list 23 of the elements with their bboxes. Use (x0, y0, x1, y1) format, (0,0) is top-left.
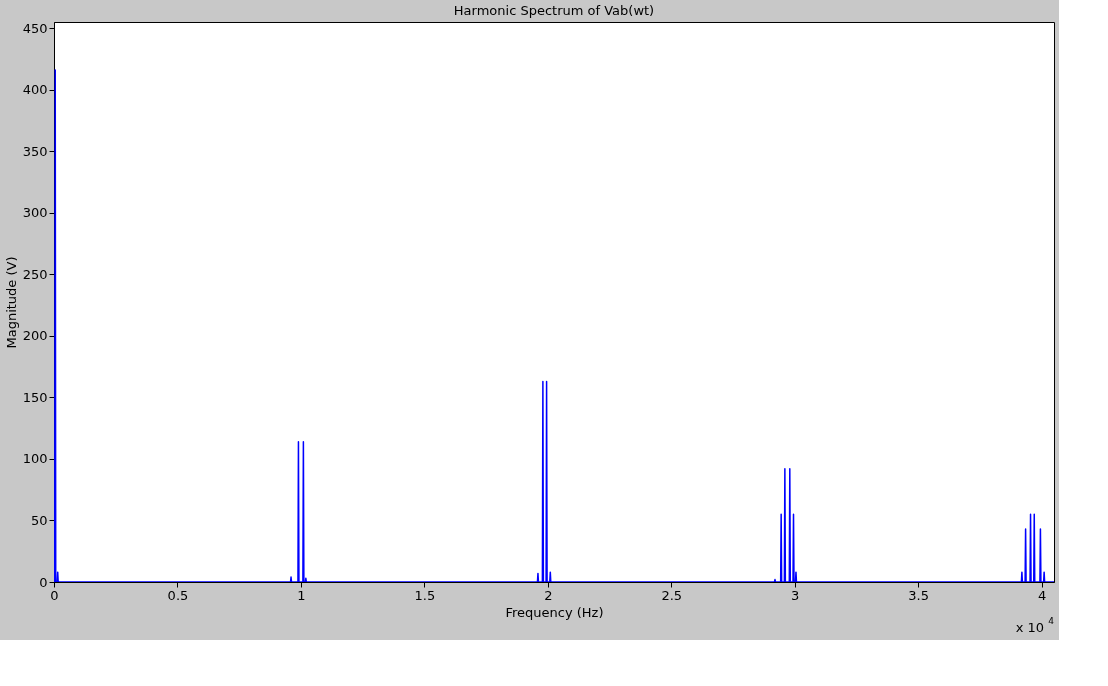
y-tick-label: 100 (22, 451, 48, 467)
x-tick-label: 3.5 (908, 587, 930, 603)
x-tick-label: 2.5 (661, 587, 683, 603)
y-tick-label: 150 (22, 389, 48, 405)
y-tick-label: 0 (39, 574, 48, 590)
y-tick-label: 450 (22, 20, 48, 36)
y-tick-label: 350 (22, 143, 48, 159)
line-series (54, 69, 1054, 582)
x-tick-label: 0 (50, 587, 59, 603)
x-tick-label: 4 (1038, 587, 1047, 603)
x-tick-label: 1.5 (414, 587, 436, 603)
x-axis-title: Frequency (Hz) (505, 604, 604, 620)
y-axis-title: Magnitude (V) (3, 256, 19, 349)
y-tick-label: 50 (30, 512, 48, 528)
chart-title: Harmonic Spectrum of Vab(wt) (453, 3, 655, 18)
y-tick-label: 300 (22, 205, 48, 221)
x-tick-label: 1 (297, 587, 306, 603)
x-tick-label: 2 (544, 587, 553, 603)
y-tick-label: 250 (22, 266, 48, 282)
y-tick-label: 400 (22, 82, 48, 98)
x-tick-label: 0.5 (167, 587, 189, 603)
x-tick-label: 3 (791, 587, 800, 603)
y-tick-label: 200 (22, 328, 48, 344)
